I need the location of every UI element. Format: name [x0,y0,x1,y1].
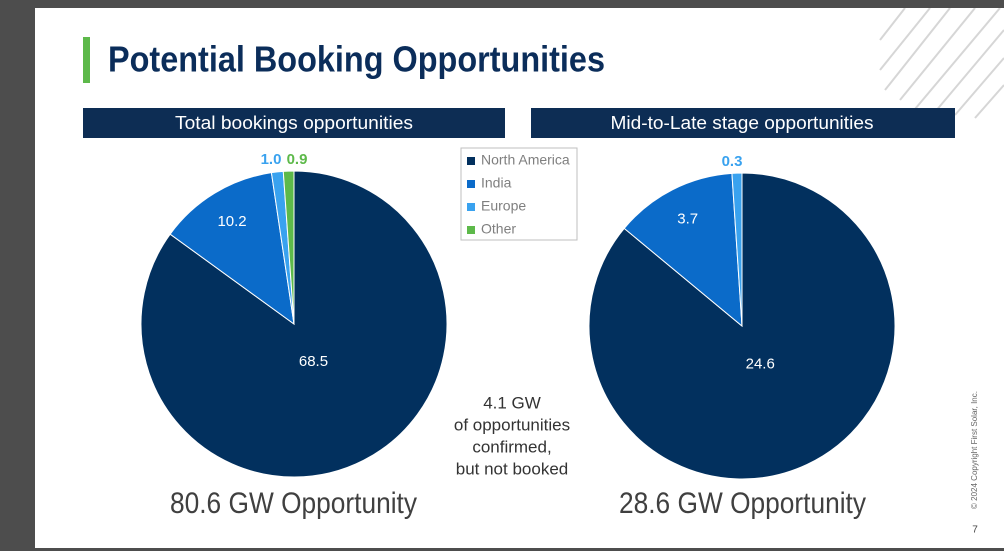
note-text: confirmed, [472,437,551,456]
note-text: of opportunities [454,415,570,434]
pie-slice [623,172,743,328]
legend-label: Other [481,221,516,237]
chart-header [531,108,955,138]
pie-slice [282,170,295,325]
legend-label: Europe [481,198,526,214]
data-label: 3.7 [677,211,698,228]
legend-swatch [467,203,475,211]
hatch-decoration [879,8,1004,119]
chart-title: Mid-to-Late stage opportunities [611,113,874,133]
legend-swatch [467,157,475,165]
title-accent [83,37,90,83]
data-label: 0.3 [722,153,743,170]
legend-label: North America [481,152,570,168]
data-label: 0.9 [287,151,308,168]
chart-footer: 80.6 GW Opportunity [170,487,417,520]
slide-title: Potential Booking Opportunities [108,39,605,80]
data-label: 68.5 [299,353,328,370]
legend-swatch [467,180,475,188]
chart-header [83,108,505,138]
legend-swatch [467,226,475,234]
data-label: 24.6 [746,356,775,373]
pie-slice [731,172,743,327]
page-number: 7 [972,525,978,536]
legend-box [460,147,578,241]
data-label: 1.0 [261,151,282,168]
pie-slice [169,172,295,326]
chart-footer: 28.6 GW Opportunity [619,487,866,520]
note-text: 4.1 GW [483,393,541,412]
copyright: © 2024 Copyright First Solar, Inc. [970,391,979,509]
legend-label: India [481,175,512,191]
data-label: 10.2 [217,213,246,230]
chart-title: Total bookings opportunities [175,113,413,133]
note-text: but not booked [456,459,568,478]
